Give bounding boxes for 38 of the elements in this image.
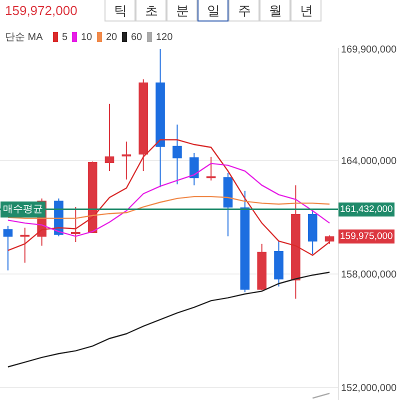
text: 159,975,000 [340, 231, 393, 242]
candlestick [104, 103, 114, 172]
text: 초 [145, 3, 158, 18]
text: 159,972,000 [5, 3, 78, 18]
candlestick [189, 152, 199, 186]
legend-label: 120 [156, 32, 174, 43]
y-tick-label: 164,000,000 [341, 156, 398, 168]
text: 일 [207, 3, 220, 18]
text: 틱 [114, 3, 127, 18]
candlestick [274, 240, 284, 287]
candlestick [291, 184, 300, 300]
candlestick [308, 208, 318, 255]
candlestick [223, 172, 233, 237]
candlestick [240, 190, 250, 293]
y-tick-label: 158,000,000 [341, 270, 398, 281]
legend-label: 20 [106, 32, 118, 43]
text: 분 [176, 3, 189, 18]
text: 161,432,000 [340, 204, 393, 215]
y-tick-label: 152,000,000 [341, 383, 398, 394]
legend-label: 60 [131, 32, 143, 43]
candlestick [138, 78, 148, 172]
legend-title: 단순 MA [5, 32, 44, 43]
candlestick [71, 206, 80, 242]
legend-label: 5 [62, 32, 68, 43]
ref-line-label: 매수평균 [3, 204, 43, 215]
y-tick-label: 169,900,000 [341, 44, 398, 56]
candlestick [206, 156, 216, 181]
candlestick [156, 48, 165, 188]
text: 주 [238, 3, 251, 18]
candlestick [122, 141, 132, 180]
candlestick [257, 243, 266, 291]
candlestick [3, 225, 13, 271]
line-series [7, 272, 330, 368]
legend-label: 10 [81, 32, 93, 43]
candlestick [172, 124, 182, 185]
text: 년 [300, 3, 313, 18]
candlestick [20, 227, 30, 264]
text: 월 [269, 3, 282, 18]
